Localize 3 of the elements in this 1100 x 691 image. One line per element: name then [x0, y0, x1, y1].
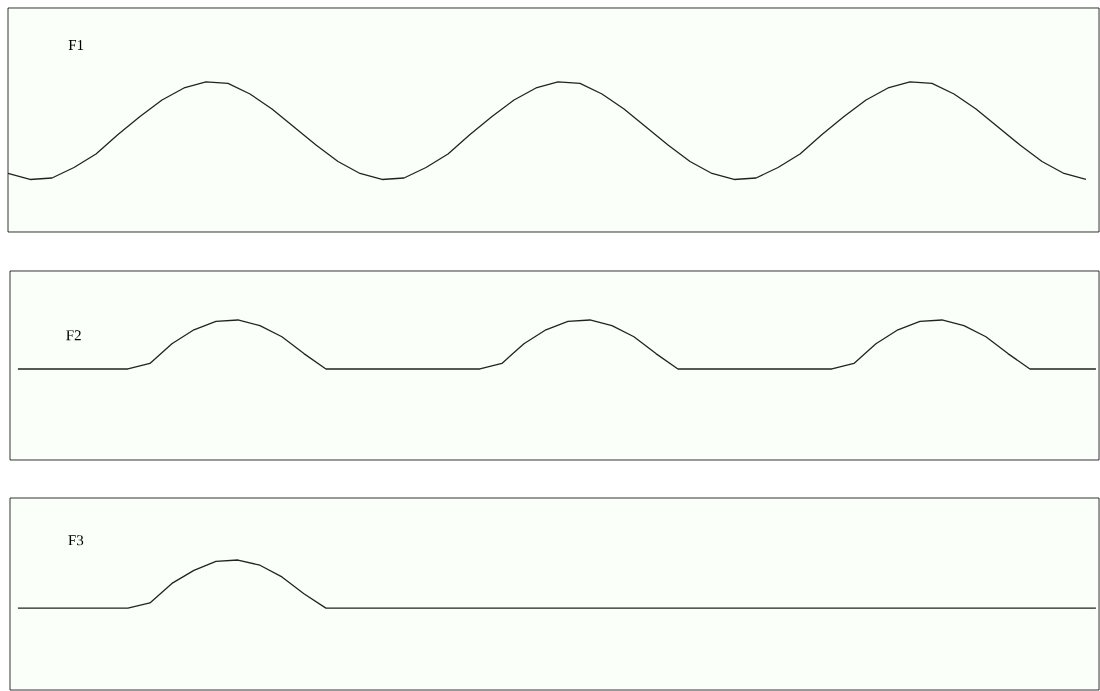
- text: F3: [68, 535, 84, 546]
- text: F1: [68, 40, 84, 50]
- annotation: F2: [66, 330, 81, 341]
